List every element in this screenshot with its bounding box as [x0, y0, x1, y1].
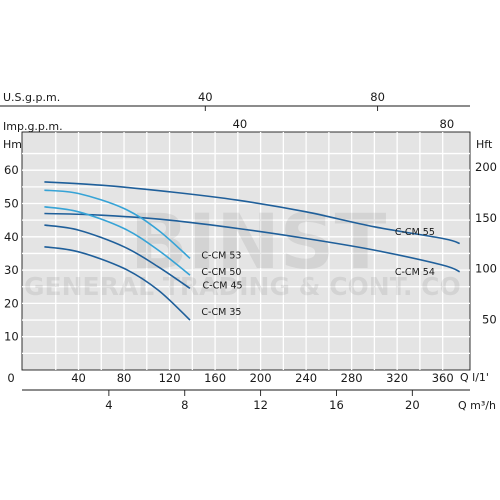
watermark-company: GENERAL TRADING & CONT. CO [24, 272, 461, 301]
hft-tick-label: 50 [482, 312, 497, 326]
series-line-c-cm-55 [44, 181, 460, 245]
x-tick-label: 80 [117, 371, 132, 385]
imp-gpm-ticks: 40 80 [233, 117, 455, 131]
y-ticks: 10 20 30 40 50 60 [4, 163, 19, 344]
m3h-tick-label: 8 [181, 398, 188, 412]
plot-area [21, 131, 471, 371]
series-line-c-cm-53 [44, 189, 191, 259]
series-label-c-cm-45: C-CM 45 [203, 280, 243, 291]
y-axis-label: Hm [3, 138, 22, 151]
m3h-tick-label: 20 [405, 398, 420, 412]
us-gpm-ticks: 40 80 [198, 90, 385, 111]
series-line-c-cm-35 [44, 246, 191, 321]
hft-tick-label: 100 [475, 262, 497, 276]
x-tick-label: 120 [159, 371, 181, 385]
hft-tick-label: 200 [475, 160, 497, 174]
series-label-c-cm-50: C-CM 50 [201, 267, 241, 278]
x-tick-label: 160 [204, 371, 226, 385]
hft-axis-label: Hft [476, 138, 493, 151]
x-tick-label: 360 [432, 371, 454, 385]
series-label-c-cm-53: C-CM 53 [201, 250, 241, 261]
x-ticks: 0 40 80 120 160 200 240 280 320 360 [7, 371, 453, 385]
m3h-tick-label: 16 [329, 398, 344, 412]
m3h-ticks: 4 8 12 16 20 [105, 390, 420, 412]
series-label-c-cm-54: C-CM 54 [395, 267, 435, 278]
y-tick-label: 10 [4, 330, 19, 344]
x-tick-label: 320 [386, 371, 408, 385]
series-label-c-cm-55: C-CM 55 [395, 227, 435, 238]
y-tick-label: 20 [4, 296, 19, 310]
imp-gpm-tick-label: 80 [440, 117, 455, 131]
m3h-tick-label: 12 [253, 398, 268, 412]
series-labels: C-CM 55 C-CM 54 C-CM 53 C-CM 50 C-CM 45 C-CM … [201, 227, 434, 318]
us-gpm-tick-label: 80 [370, 90, 385, 104]
x-tick-label: 0 [7, 371, 14, 385]
series-line-c-cm-45 [44, 224, 191, 290]
series-label-c-cm-35: C-CM 35 [201, 307, 241, 318]
m3h-axis-label: Q m³/h [458, 399, 496, 412]
m3h-tick-label: 4 [105, 398, 112, 412]
series-line-c-cm-54 [44, 212, 461, 273]
series-line-c-cm-50 [44, 206, 191, 276]
x-axis-label: Q l/1' [460, 371, 489, 384]
x-tick-label: 200 [250, 371, 272, 385]
y-tick-label: 40 [4, 230, 19, 244]
x-tick-label: 40 [71, 371, 86, 385]
imp-gpm-axis-label: Imp.g.p.m. [3, 120, 63, 133]
imp-gpm-tick-label: 40 [233, 117, 248, 131]
series-curves [44, 181, 461, 321]
hft-ticks: 50 100 150 200 [475, 160, 497, 326]
y-tick-label: 50 [4, 197, 19, 211]
hft-tick-label: 150 [475, 211, 497, 225]
y-tick-label: 60 [4, 163, 19, 177]
x-tick-label: 280 [341, 371, 363, 385]
x-tick-label: 240 [295, 371, 317, 385]
us-gpm-axis-label: U.S.g.p.m. [3, 91, 60, 104]
us-gpm-tick-label: 40 [198, 90, 213, 104]
y-tick-label: 30 [4, 263, 19, 277]
